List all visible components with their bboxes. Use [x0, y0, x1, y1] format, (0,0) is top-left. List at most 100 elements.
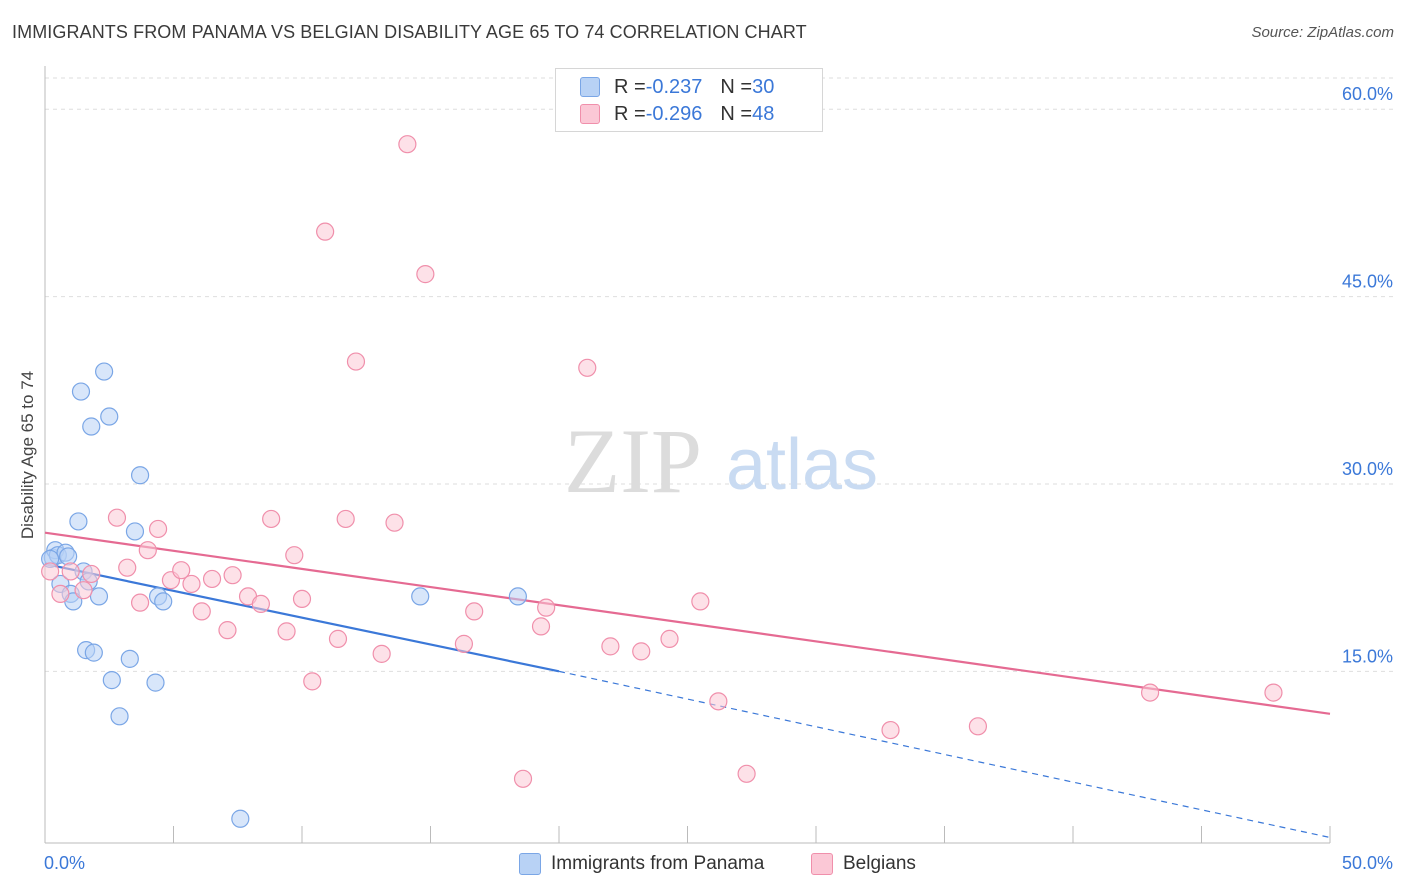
point-belgians — [881, 720, 900, 740]
bottom-legend-belgians: Belgians — [811, 852, 916, 876]
point-panama — [59, 547, 78, 566]
point-panama — [146, 673, 165, 692]
point-panama — [154, 592, 173, 611]
point-belgians — [292, 589, 312, 609]
bottom-legend-panama: Immigrants from Panama — [519, 852, 764, 876]
point-belgians — [709, 692, 728, 711]
point-belgians — [336, 509, 355, 529]
point-belgians — [1264, 683, 1283, 702]
trend-line-belgians — [44, 531, 1331, 715]
point-belgians — [61, 562, 80, 581]
legend-n-value-panama: 30 — [752, 75, 775, 98]
point-belgians — [372, 644, 391, 663]
point-panama — [110, 707, 129, 726]
point-belgians — [223, 566, 242, 585]
point-belgians — [130, 593, 150, 612]
point-belgians — [316, 222, 335, 241]
gridlines — [45, 77, 1395, 672]
y-tick-label: 45.0% — [1342, 272, 1393, 292]
point-belgians — [118, 558, 137, 577]
point-belgians — [303, 672, 322, 691]
point-belgians — [328, 629, 348, 648]
point-panama — [100, 407, 119, 426]
y-tick-label: 60.0% — [1342, 84, 1393, 104]
point-belgians — [416, 265, 435, 284]
point-belgians — [632, 642, 651, 661]
point-panama — [71, 382, 91, 401]
point-panama — [231, 809, 250, 828]
point-belgians — [660, 629, 679, 648]
point-belgians — [182, 574, 201, 594]
point-belgians — [218, 621, 237, 640]
point-belgians — [454, 634, 474, 653]
stats-legend: R = -0.237 N = 30 R = -0.296 N = 48 — [555, 68, 823, 132]
point-belgians — [277, 622, 296, 641]
point-belgians — [51, 584, 70, 604]
legend-r-label: R = — [614, 102, 646, 125]
point-belgians — [465, 602, 484, 621]
point-belgians — [285, 546, 304, 565]
bottom-legend-label-panama: Immigrants from Panama — [551, 853, 765, 874]
point-belgians — [41, 562, 60, 581]
legend-swatch-panama — [580, 77, 600, 97]
legend-n-label: N = — [720, 102, 753, 125]
watermark: ZIP atlas — [564, 410, 878, 512]
legend-r-value-belgians: -0.296 — [645, 102, 703, 125]
bottom-legend-swatch-panama — [519, 853, 541, 875]
point-belgians — [531, 617, 551, 636]
point-belgians — [138, 541, 157, 560]
point-belgians — [148, 519, 168, 539]
point-panama — [95, 362, 114, 381]
point-belgians — [172, 561, 191, 580]
data-points — [41, 135, 1283, 828]
point-belgians — [251, 594, 270, 614]
point-belgians — [346, 352, 366, 371]
point-belgians — [968, 717, 988, 736]
y-tick-label: 30.0% — [1342, 459, 1393, 479]
point-belgians — [192, 602, 211, 621]
point-belgians — [1140, 683, 1160, 702]
legend-n-value-belgians: 48 — [752, 102, 775, 125]
point-panama — [130, 466, 150, 485]
point-belgians — [601, 637, 620, 656]
point-belgians — [107, 508, 127, 527]
point-panama — [89, 587, 109, 606]
legend-row-panama: R = -0.237 N = 30 — [580, 75, 774, 99]
watermark-atlas: atlas — [726, 425, 878, 505]
point-belgians — [262, 509, 281, 529]
legend-r-label: R = — [614, 75, 646, 98]
trend-lines — [44, 531, 1331, 839]
source-label: Source: ZipAtlas.com — [1251, 24, 1394, 41]
legend-row-belgians: R = -0.296 N = 48 — [580, 102, 774, 126]
point-panama — [508, 587, 527, 606]
point-panama — [120, 649, 139, 668]
point-belgians — [578, 358, 597, 377]
point-panama — [84, 643, 103, 662]
point-panama — [69, 512, 88, 531]
point-belgians — [398, 135, 417, 154]
bottom-legend-label-belgians: Belgians — [843, 853, 916, 874]
point-belgians — [202, 569, 222, 589]
point-panama — [102, 671, 121, 690]
legend-r-value-panama: -0.237 — [645, 75, 703, 98]
legend-swatch-belgians — [580, 104, 600, 124]
point-belgians — [691, 592, 710, 611]
point-belgians — [737, 764, 756, 783]
point-belgians — [537, 598, 556, 617]
bottom-legend-swatch-belgians — [811, 853, 833, 875]
point-belgians — [513, 769, 533, 788]
x-tick-label-min: 0.0% — [44, 853, 85, 873]
point-panama — [411, 587, 430, 606]
chart-title: IMMIGRANTS FROM PANAMA VS BELGIAN DISABI… — [12, 22, 807, 42]
point-belgians — [74, 581, 93, 600]
point-panama — [125, 522, 145, 541]
trend-line-panama-extension — [558, 670, 1331, 839]
trend-line-panama — [44, 562, 560, 673]
y-tick-label: 15.0% — [1342, 646, 1393, 666]
tick-labels: 15.0% 30.0% 45.0% 60.0% 0.0% 50.0% — [44, 84, 1393, 873]
legend-n-label: N = — [720, 75, 753, 98]
x-tick-label-max: 50.0% — [1342, 853, 1393, 873]
point-belgians — [385, 513, 404, 532]
watermark-zip: ZIP — [564, 410, 702, 512]
